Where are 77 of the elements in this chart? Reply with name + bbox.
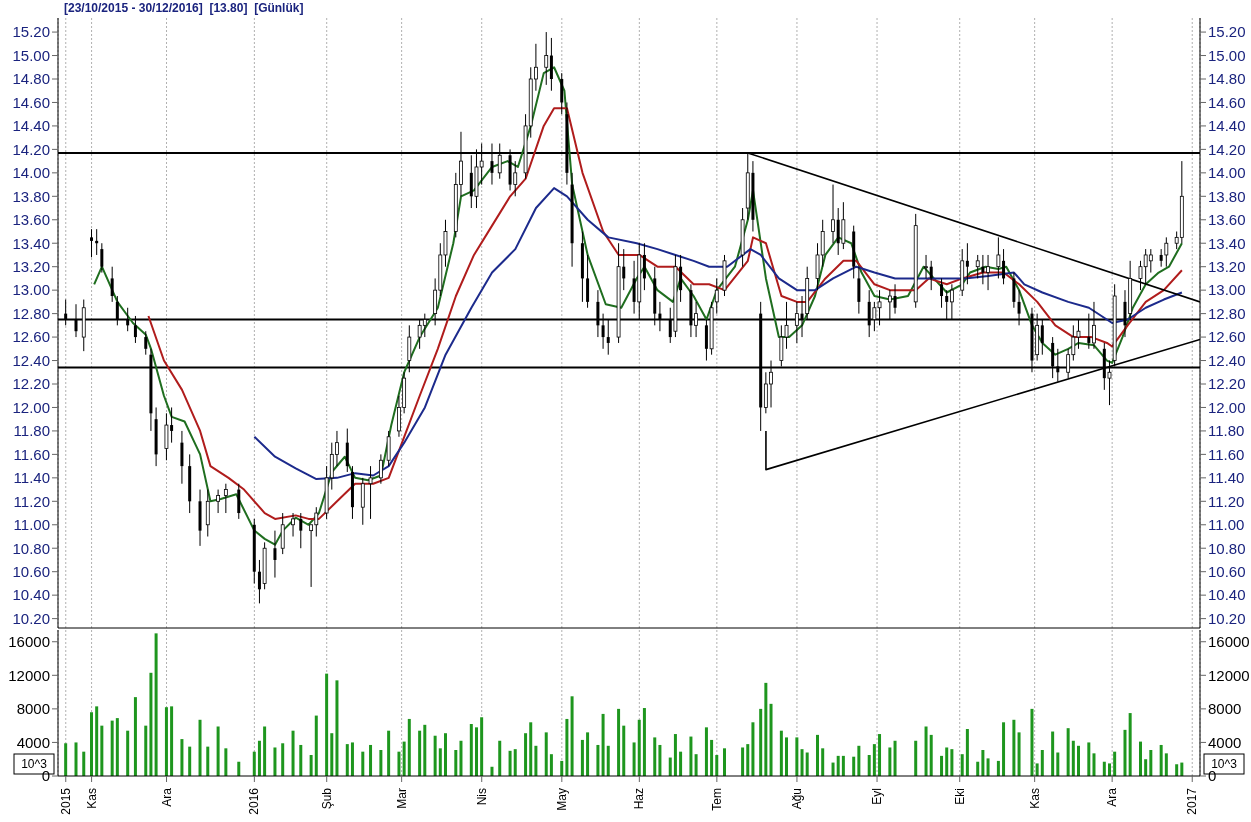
y2-tick-label: 15.20 [1208, 23, 1246, 41]
y-tick-label: 4000 [16, 733, 50, 751]
x-tick-label: Kas [1027, 788, 1042, 809]
y2-tick-label: 13.40 [1208, 234, 1246, 252]
y2-tick-label: 10.20 [1208, 609, 1246, 627]
y-tick-label: 11.40 [13, 469, 50, 487]
y2-tick-label: 16000 [1208, 633, 1250, 651]
x-tick-label: Nis [474, 788, 489, 806]
y-tick-label: 11.60 [13, 445, 50, 463]
x-tick-label: Eyl [870, 788, 885, 805]
y-tick-label: 14.00 [12, 164, 50, 182]
y2-tick-label: 10.80 [1208, 539, 1246, 557]
y2-tick-label: 11.40 [1208, 469, 1245, 487]
y-tick-label: 8000 [16, 700, 50, 718]
y-tick-label: 14.60 [12, 93, 50, 111]
y2-tick-label: 15.00 [1208, 46, 1246, 64]
y-tick-label: 13.60 [12, 211, 50, 229]
y-tick-label: 12.60 [12, 328, 50, 346]
y-tick-label: 12.20 [12, 375, 50, 393]
y-tick-label: 12.00 [12, 398, 50, 416]
y-tick-label: 12.40 [12, 351, 50, 369]
x-tick-label: 2016 [247, 787, 262, 815]
y-tick-label: 16000 [8, 633, 50, 651]
x-tick-label: May [554, 788, 569, 811]
chart-title: [23/10/2015 - 30/12/2016] [13.80] [Günlük] [64, 1, 304, 15]
y2-tick-label: 12.20 [1208, 375, 1246, 393]
x-tick-label: Ağu [789, 788, 804, 810]
y-tick-label: 11.00 [13, 516, 50, 534]
y2-tick-label: 10.60 [1208, 563, 1246, 581]
x-tick-label: Haz [632, 788, 647, 810]
y-tick-label: 10.40 [12, 586, 50, 604]
y2-tick-label: 12.80 [1208, 304, 1246, 322]
y2-tick-label: 11.80 [1208, 422, 1245, 440]
y-tick-label: 14.40 [12, 117, 50, 135]
y2-tick-label: 11.60 [1208, 445, 1245, 463]
x-tick-label: Şub [319, 787, 334, 810]
y-tick-label: 13.40 [12, 234, 50, 252]
y-tick-label: 13.80 [12, 187, 50, 205]
y2-tick-label: 13.80 [1208, 187, 1246, 205]
y-tick-label: 10.80 [12, 539, 50, 557]
y2-tick-label: 13.60 [1208, 211, 1246, 229]
y2-tick-label: 11.20 [1208, 492, 1245, 510]
y2-tick-label: 13.20 [1208, 258, 1246, 276]
y2-tick-label: 12.00 [1208, 398, 1246, 416]
y-tick-label: 11.80 [13, 422, 50, 440]
y2-tick-label: 14.40 [1208, 117, 1246, 135]
y2-tick-label: 10.40 [1208, 586, 1246, 604]
y2-tick-label: 12000 [1208, 666, 1250, 684]
y2-tick-label: 12.40 [1208, 351, 1246, 369]
y-tick-label: 13.20 [12, 258, 50, 276]
y2-tick-label: 14.60 [1208, 93, 1246, 111]
y-tick-label: 12.80 [12, 304, 50, 322]
y2-tick-label: 14.00 [1208, 164, 1246, 182]
y-tick-label: 11.20 [13, 492, 50, 510]
y-tick-label: 15.00 [12, 46, 50, 64]
y2-tick-label: 11.00 [1208, 516, 1245, 534]
x-tick-label: Eki [952, 788, 967, 805]
x-tick-label: 2017 [1185, 787, 1200, 815]
y2-tick-label: 8000 [1208, 700, 1242, 718]
x-tick-label: Ara [159, 787, 174, 807]
x-tick-label: Ara [1105, 787, 1120, 807]
y2-tick-label: 12.60 [1208, 328, 1246, 346]
y2-tick-label: 4000 [1208, 733, 1242, 751]
x-tick-label: 2015 [58, 787, 73, 815]
x-tick-label: Mar [394, 788, 409, 809]
y2-tick-label: 14.80 [1208, 70, 1246, 88]
y-tick-label: 15.20 [12, 23, 50, 41]
y-tick-label: 12000 [8, 666, 50, 684]
x-tick-label: Kas [84, 788, 99, 809]
y2-tick-label: 13.00 [1208, 281, 1246, 299]
x-tick-label: Tem [709, 788, 724, 811]
y-tick-label: 10.20 [12, 609, 50, 627]
y-tick-label: 13.00 [12, 281, 50, 299]
y-tick-label: 14.20 [12, 140, 50, 158]
y-tick-label: 14.80 [12, 70, 50, 88]
y-tick-label: 10.60 [12, 563, 50, 581]
y2-tick-label: 14.20 [1208, 140, 1246, 158]
